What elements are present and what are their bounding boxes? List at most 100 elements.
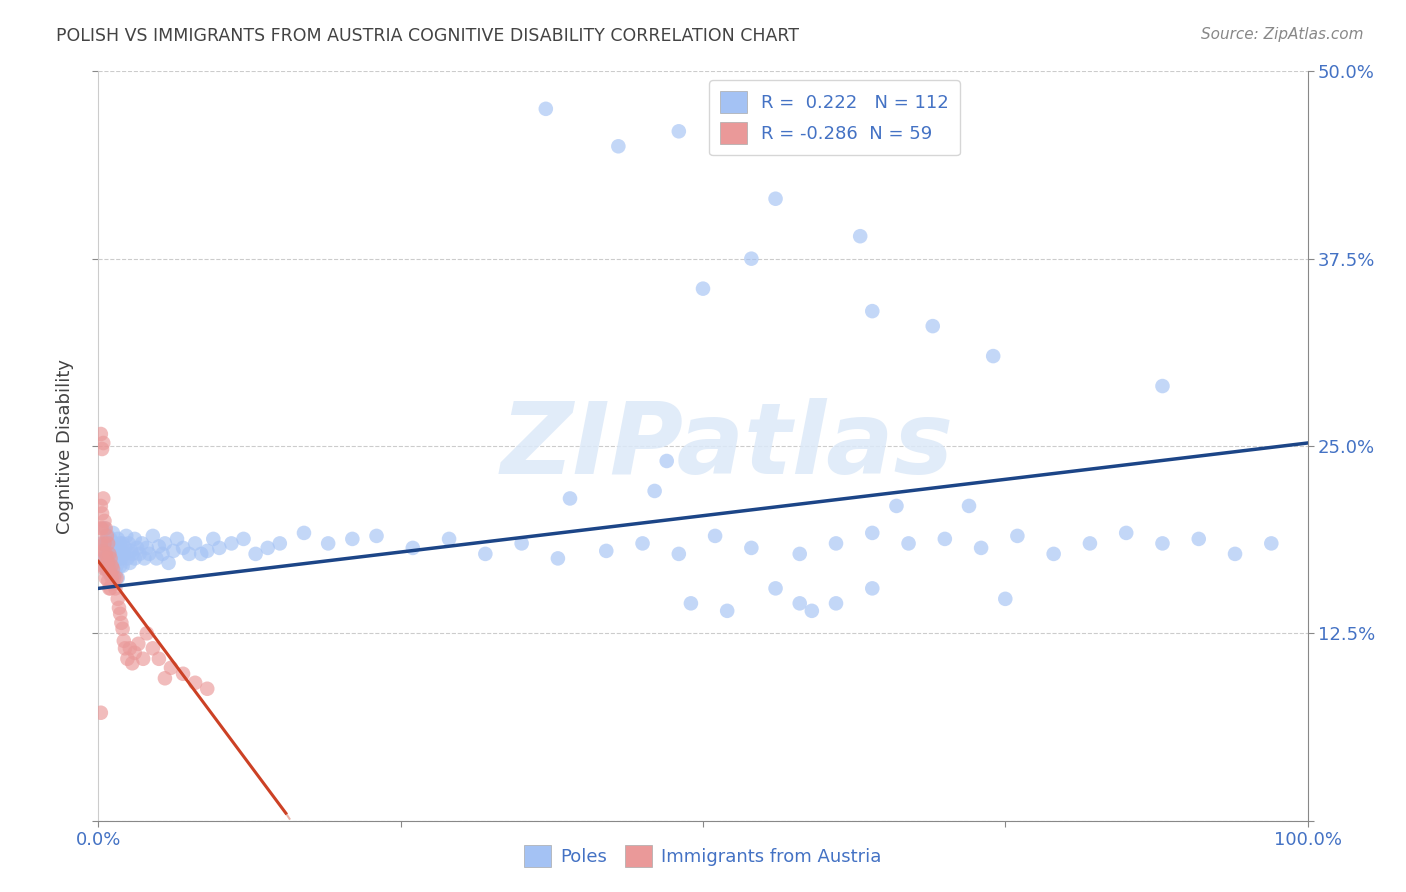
Point xyxy=(114,641,136,656)
Point xyxy=(190,547,212,561)
Point xyxy=(402,541,425,555)
Point xyxy=(97,556,120,570)
Point xyxy=(120,544,142,558)
Point xyxy=(607,139,630,153)
Point xyxy=(104,547,127,561)
Point xyxy=(94,571,117,585)
Point xyxy=(96,551,118,566)
Point xyxy=(114,541,136,555)
Point xyxy=(124,551,146,566)
Point xyxy=(103,571,125,585)
Point xyxy=(1042,547,1064,561)
Point xyxy=(195,681,218,696)
Point xyxy=(93,562,115,576)
Point xyxy=(138,547,160,561)
Point xyxy=(160,661,183,675)
Point xyxy=(789,596,811,610)
Point xyxy=(1078,536,1101,550)
Point xyxy=(90,706,112,720)
Point xyxy=(934,532,956,546)
Point xyxy=(127,637,149,651)
Point xyxy=(118,641,141,656)
Point xyxy=(91,442,114,456)
Point xyxy=(105,571,128,585)
Point xyxy=(110,544,132,558)
Point xyxy=(96,529,118,543)
Point xyxy=(91,507,114,521)
Y-axis label: Cognitive Disability: Cognitive Disability xyxy=(56,359,75,533)
Point xyxy=(153,671,176,685)
Point xyxy=(108,544,131,558)
Point xyxy=(107,532,129,546)
Point xyxy=(100,556,122,570)
Point xyxy=(1152,379,1174,393)
Point xyxy=(91,551,114,566)
Point xyxy=(1188,532,1211,546)
Point xyxy=(1115,525,1137,540)
Point xyxy=(162,544,184,558)
Point xyxy=(655,454,678,468)
Point xyxy=(172,541,194,555)
Point xyxy=(98,547,121,561)
Point xyxy=(208,541,231,555)
Point xyxy=(860,582,883,596)
Point xyxy=(101,577,124,591)
Point xyxy=(100,558,122,573)
Point xyxy=(118,536,141,550)
Point xyxy=(221,536,243,550)
Point xyxy=(107,591,129,606)
Point xyxy=(765,192,787,206)
Point xyxy=(704,529,727,543)
Point xyxy=(108,536,131,550)
Point xyxy=(135,541,157,555)
Point xyxy=(1007,529,1029,543)
Point xyxy=(115,529,138,543)
Point xyxy=(94,547,117,561)
Point xyxy=(93,551,115,566)
Point xyxy=(1152,536,1174,550)
Point xyxy=(104,566,127,581)
Point xyxy=(860,525,883,540)
Point xyxy=(153,536,176,550)
Point xyxy=(105,558,128,573)
Point xyxy=(860,304,883,318)
Point xyxy=(111,558,134,573)
Point xyxy=(124,532,146,546)
Point xyxy=(994,591,1017,606)
Point xyxy=(93,521,115,535)
Point xyxy=(97,536,120,550)
Point xyxy=(921,319,943,334)
Point xyxy=(692,282,714,296)
Point xyxy=(90,536,112,550)
Point xyxy=(97,558,120,573)
Point xyxy=(765,582,787,596)
Point xyxy=(631,536,654,550)
Point xyxy=(108,551,131,566)
Point xyxy=(96,562,118,576)
Point xyxy=(134,551,156,566)
Point xyxy=(269,536,291,550)
Point xyxy=(100,566,122,581)
Point xyxy=(93,514,115,528)
Point xyxy=(104,582,127,596)
Legend: Poles, Immigrants from Austria: Poles, Immigrants from Austria xyxy=(517,838,889,874)
Point xyxy=(111,622,134,636)
Point xyxy=(117,652,139,666)
Point xyxy=(668,547,690,561)
Point xyxy=(510,536,533,550)
Point xyxy=(118,556,141,570)
Point xyxy=(1223,547,1246,561)
Point xyxy=(117,551,139,566)
Point xyxy=(740,541,762,555)
Point xyxy=(98,566,121,581)
Point xyxy=(157,556,180,570)
Point xyxy=(825,536,848,550)
Point xyxy=(94,521,117,535)
Point xyxy=(100,562,122,576)
Point xyxy=(98,562,121,576)
Point xyxy=(195,544,218,558)
Point xyxy=(97,574,120,588)
Point xyxy=(644,483,666,498)
Point xyxy=(128,547,150,561)
Point xyxy=(98,582,121,596)
